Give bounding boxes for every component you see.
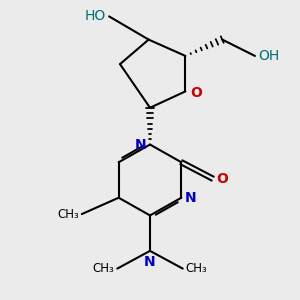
Text: HO: HO (85, 9, 106, 23)
Text: CH₃: CH₃ (93, 262, 115, 275)
Text: O: O (190, 86, 202, 100)
Text: N: N (135, 137, 147, 152)
Text: CH₃: CH₃ (57, 208, 79, 220)
Text: CH₃: CH₃ (185, 262, 207, 275)
Text: N: N (144, 255, 156, 269)
Text: OH: OH (258, 49, 280, 63)
Text: O: O (216, 172, 228, 186)
Text: N: N (184, 191, 196, 205)
